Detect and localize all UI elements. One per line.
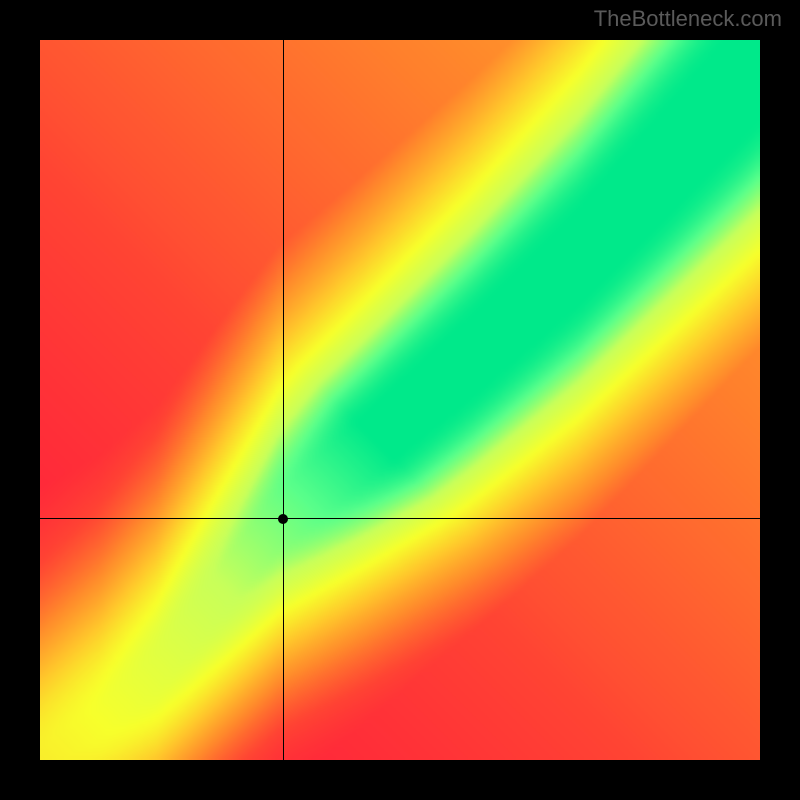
crosshair-horizontal	[40, 518, 760, 519]
crosshair-vertical	[283, 40, 284, 760]
watermark-text: TheBottleneck.com	[594, 6, 782, 32]
chart-container: TheBottleneck.com	[0, 0, 800, 800]
heatmap-canvas	[40, 40, 760, 760]
crosshair-marker	[278, 514, 288, 524]
